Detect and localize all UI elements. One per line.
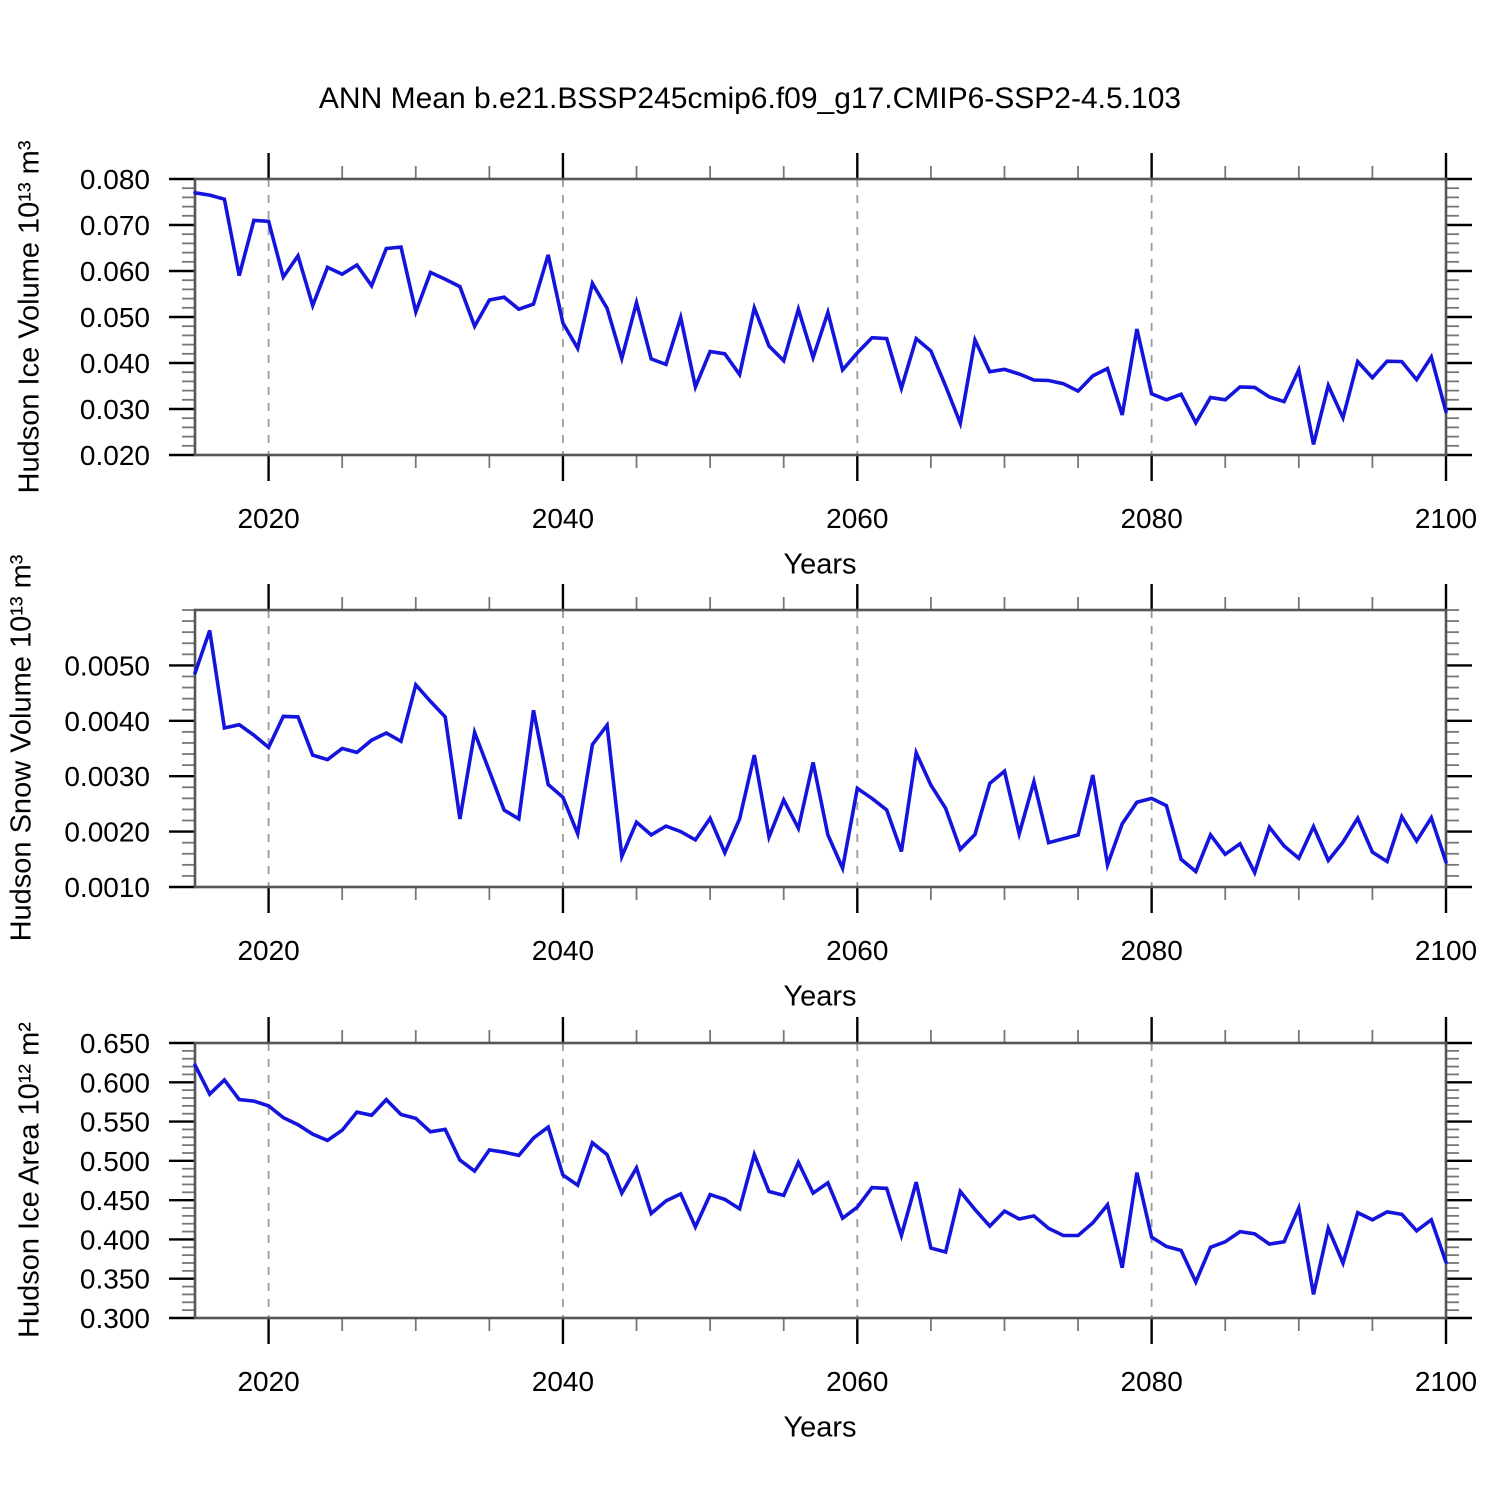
major-ticks: [169, 1017, 1472, 1344]
y-tick-label: 0.450: [80, 1185, 150, 1216]
minor-ticks: [182, 597, 1459, 900]
y-tick-label: 0.060: [80, 256, 150, 287]
y-tick-label: 0.500: [80, 1146, 150, 1177]
figure-title: ANN Mean b.e21.BSSP245cmip6.f09_g17.CMIP…: [318, 82, 1182, 115]
minor-ticks: [182, 1030, 1459, 1331]
major-ticks: [169, 153, 1472, 481]
x-tick-label: 2060: [826, 1366, 888, 1397]
x-tick-label: 2040: [532, 503, 594, 534]
gridlines: [267, 610, 1153, 887]
panel-1: 2020 2040 2060 2080 2100 0.080 0.070 0.060 0.050…: [80, 153, 1477, 534]
plot-frame: [193, 1041, 1448, 1320]
x-tick-label: 2100: [1415, 1366, 1477, 1397]
y-axis-label-snow-volume: Hudson Snow Volume 10¹³ m³: [5, 554, 38, 942]
x-tick-label: 2040: [532, 1366, 594, 1397]
x-tick-label: 2020: [237, 935, 299, 966]
y-tick-label: 0.0020: [64, 817, 150, 848]
x-tick-label: 2100: [1415, 935, 1477, 966]
y-tick-label: 0.400: [80, 1224, 150, 1255]
y-tick-label: 0.650: [80, 1028, 150, 1059]
hudson-snow-volume-line: [193, 629, 1448, 878]
x-tick-label: 2040: [532, 935, 594, 966]
x-axis-label-panel-1: Years: [783, 548, 857, 581]
x-tick-label: 2020: [237, 1366, 299, 1397]
y-tick-label: 0.080: [80, 164, 150, 195]
hudson-ice-area-line: [193, 1063, 1448, 1295]
x-tick-label: 2080: [1120, 935, 1182, 966]
x-tick-label: 2080: [1120, 1366, 1182, 1397]
hudson-ice-volume-line: [193, 191, 1448, 445]
x-axis-label-panel-2: Years: [783, 980, 857, 1013]
y-tick-label: 0.300: [80, 1303, 150, 1334]
y-tick-label: 0.600: [80, 1067, 150, 1098]
panel-3: 2020 2040 2060 2080 2100 0.650 0.600 0.550 0.500…: [80, 1017, 1477, 1397]
x-tick-label: 2100: [1415, 503, 1477, 534]
major-ticks: [169, 584, 1472, 913]
x-tick-label: 2060: [826, 503, 888, 534]
gridlines: [267, 1043, 1153, 1318]
y-tick-label: 0.040: [80, 348, 150, 379]
y-tick-label: 0.0040: [64, 706, 150, 737]
y-tick-label: 0.0030: [64, 761, 150, 792]
y-tick-label: 0.350: [80, 1264, 150, 1295]
y-axis-label-ice-volume: Hudson Ice Volume 10¹³ m³: [13, 140, 46, 494]
y-tick-label: 0.030: [80, 394, 150, 425]
gridlines: [267, 179, 1153, 455]
panel-2: 2020 2040 2060 2080 2100 0.0050 0.0040 0.0030 0.…: [64, 584, 1477, 966]
y-tick-label: 0.050: [80, 302, 150, 333]
plot-frame: [193, 177, 1448, 457]
minor-ticks: [182, 166, 1459, 468]
y-tick-label: 0.550: [80, 1107, 150, 1138]
x-tick-label: 2020: [237, 503, 299, 534]
y-tick-label: 0.0050: [64, 650, 150, 681]
y-tick-label: 0.0010: [64, 872, 150, 903]
x-tick-label: 2080: [1120, 503, 1182, 534]
y-axis-label-ice-area: Hudson Ice Area 10¹² m²: [13, 1022, 46, 1338]
x-axis-label-panel-3: Years: [783, 1411, 857, 1444]
y-tick-label: 0.020: [80, 440, 150, 471]
plot-frame: [193, 608, 1448, 889]
x-tick-label: 2060: [826, 935, 888, 966]
y-tick-label: 0.070: [80, 210, 150, 241]
